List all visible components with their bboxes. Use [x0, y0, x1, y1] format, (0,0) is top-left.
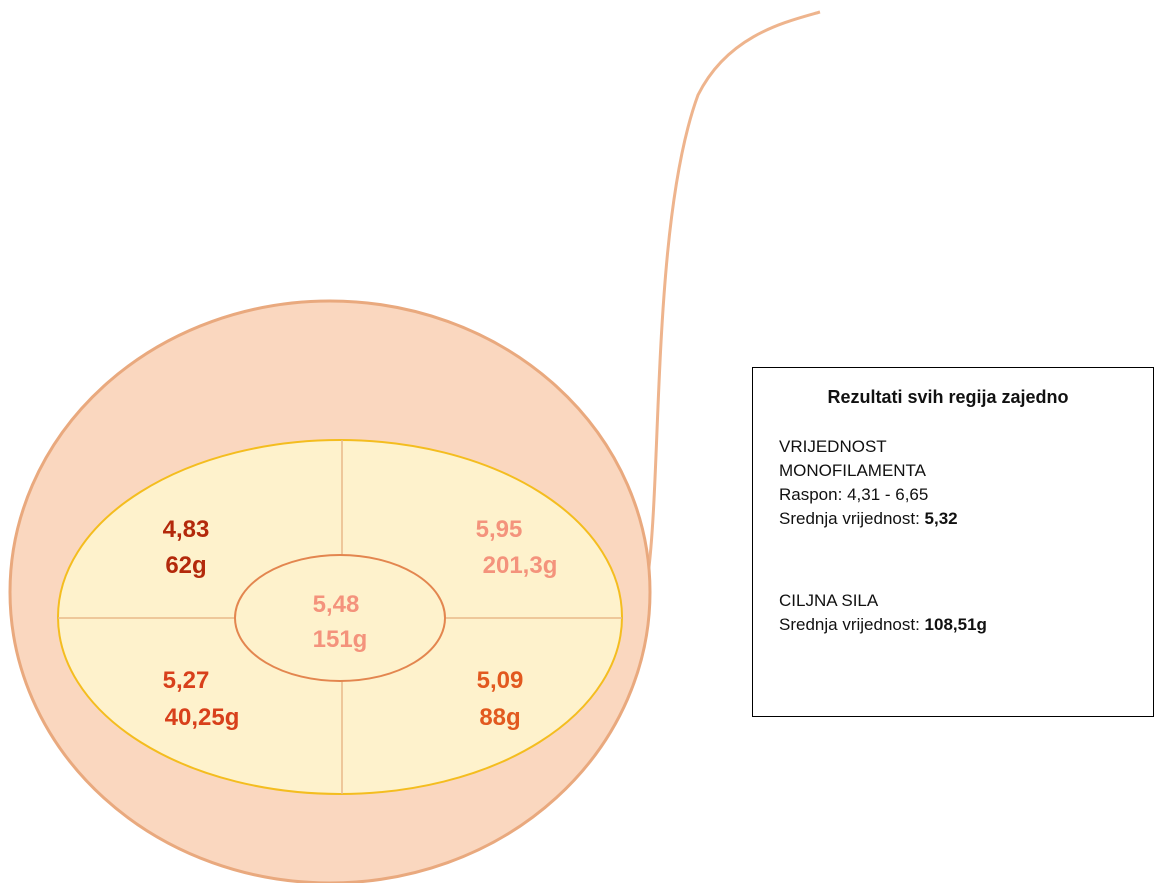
- region-force: 40,25g: [165, 704, 240, 731]
- tail: [646, 10, 821, 576]
- summary-box: Rezultati svih regija zajedno VRIJEDNOST…: [752, 367, 1154, 717]
- mean: 108,51g: [924, 615, 987, 634]
- region-force: 62g: [165, 552, 206, 579]
- region-value: 4,83: [163, 516, 210, 543]
- region-value: 5,09: [477, 667, 524, 694]
- region-value: 5,48: [313, 591, 360, 618]
- mean-row: Srednja vrijednost: 108,51g: [779, 613, 1127, 637]
- region-force: 201,3g: [483, 552, 558, 579]
- label: Srednja vrijednost:: [779, 509, 920, 528]
- heading: MONOFILAMENTA: [779, 461, 927, 480]
- mean: 5,32: [924, 509, 958, 528]
- heading: VRIJEDNOST: [779, 437, 887, 456]
- region-value: 5,27: [163, 667, 210, 694]
- region-force: 88g: [479, 704, 520, 731]
- region-value: 5,95: [476, 516, 523, 543]
- label: Srednja vrijednost:: [779, 615, 920, 634]
- spacer: [779, 531, 1127, 589]
- range: 4,31 - 6,65: [847, 485, 929, 504]
- region-force: 151g: [313, 626, 368, 653]
- mean-row: Srednja vrijednost: 5,32: [779, 507, 1127, 531]
- inner-ellipse: [234, 554, 446, 682]
- summary-title: Rezultati svih regija zajedno: [827, 387, 1069, 407]
- range-row: Raspon: 4,31 - 6,65: [779, 483, 1127, 507]
- label: Raspon:: [779, 485, 843, 504]
- heading: CILJNA SILA: [779, 591, 879, 610]
